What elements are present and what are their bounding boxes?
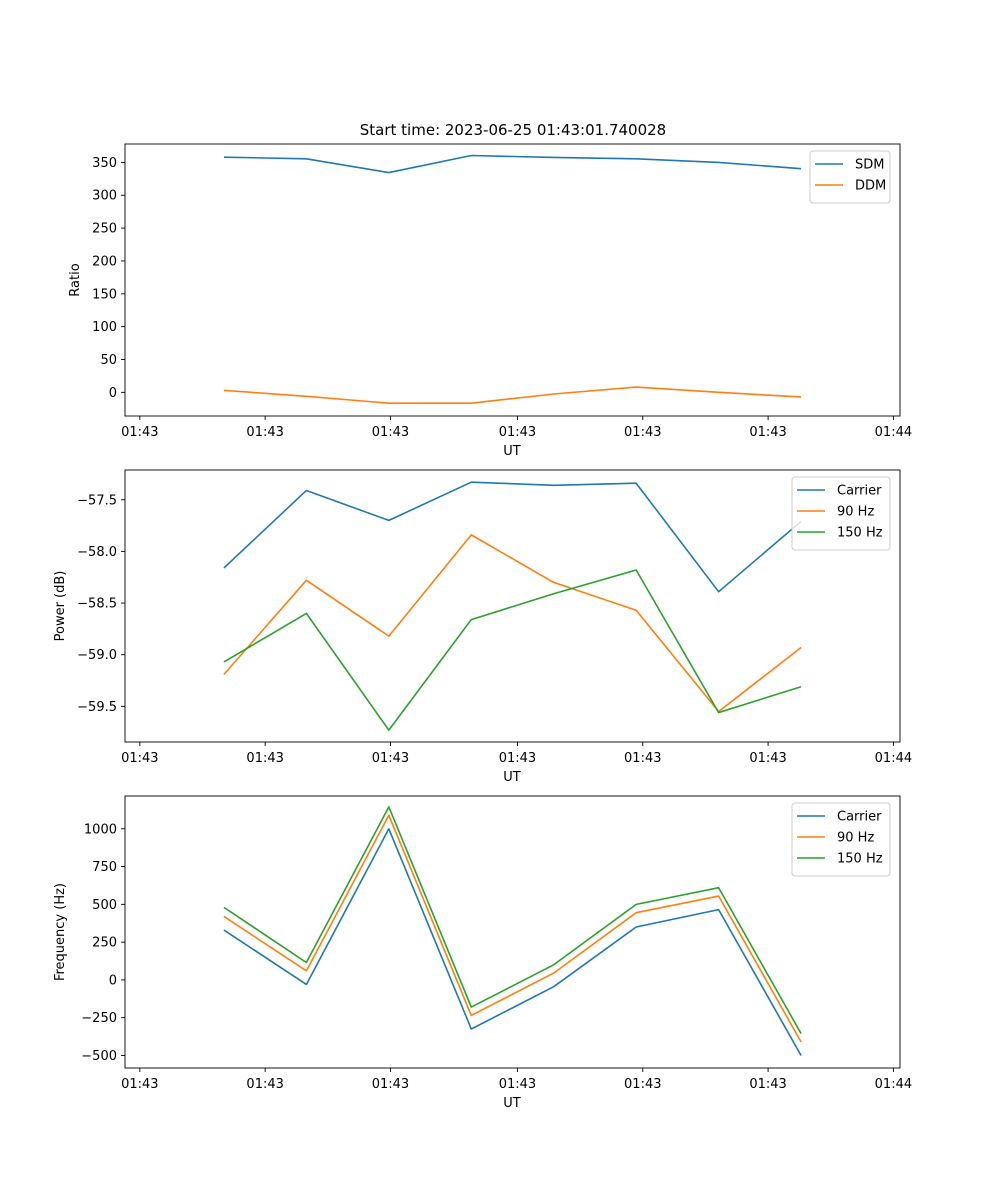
- chart1-xtick-label: 01:43: [624, 425, 661, 440]
- chart1-ytick-label: 350: [92, 156, 117, 171]
- chart3-ytick-label: 250: [92, 936, 117, 951]
- chart2-ylabel: Power (dB): [53, 571, 68, 642]
- chart3-xtick-label: 01:43: [499, 1077, 536, 1092]
- chart2-series-line-90-hz: [223, 534, 802, 713]
- chart2-series-line-carrier: [223, 481, 802, 593]
- chart1-ytick-label: 200: [92, 254, 117, 269]
- chart2-legend-label: 150 Hz: [837, 526, 883, 541]
- chart3-ytick-label: 750: [92, 860, 117, 875]
- chart3-xtick-label: 01:43: [372, 1077, 409, 1092]
- chart3-ytick-label: 0: [109, 973, 117, 988]
- chart1-series-line-ddm: [223, 386, 802, 404]
- chart3-ytick-label: −500: [81, 1049, 117, 1064]
- chart3-series-line-90-hz: [223, 814, 802, 1043]
- chart3-xtick-label: 01:43: [121, 1077, 158, 1092]
- chart3-xtick-label: 01:43: [624, 1077, 661, 1092]
- chart2-xtick-label: 01:43: [749, 751, 786, 766]
- chart1-ytick-label: 0: [109, 386, 117, 401]
- chart1-xlabel: UT: [503, 444, 521, 459]
- chart3-ytick-label: 1000: [84, 822, 117, 837]
- chart3-series-line-carrier: [223, 827, 802, 1056]
- chart1-axes-frame: [124, 143, 901, 417]
- chart2-ytick-label: −58.5: [77, 597, 117, 612]
- chart2-panel: −59.5 −59.0 −58.5 −58.0 −57.5 01:43 01:43 01:43…: [53, 469, 912, 785]
- chart2-series-line-150-hz: [223, 569, 802, 731]
- chart1-xtick-label: 01:43: [246, 425, 283, 440]
- chart2-ytick-label: −59.0: [77, 648, 117, 663]
- chart2-ytick-label: −59.5: [77, 700, 117, 715]
- chart1-xtick-label: 01:43: [499, 425, 536, 440]
- chart2-ytick-label: −57.5: [77, 493, 117, 508]
- chart2-legend-label: 90 Hz: [837, 505, 874, 520]
- chart3-ytick-label: −250: [81, 1011, 117, 1026]
- chart3-axes-frame: [124, 795, 901, 1069]
- chart3-xtick-label: 01:43: [246, 1077, 283, 1092]
- chart2-xtick-label: 01:43: [372, 751, 409, 766]
- chart3-legend-label: Carrier: [837, 810, 882, 825]
- chart1-panel: 0 50 100 150 200 250 300 350 01:43 01:43 01:43 01:4…: [68, 143, 912, 459]
- chart2-xtick-label: 01:43: [499, 751, 536, 766]
- chart2-xtick-label: 01:44: [875, 751, 912, 766]
- chart1-series-line-sdm: [223, 154, 802, 174]
- chart2-xtick-label: 01:43: [624, 751, 661, 766]
- chart1-ytick-label: 150: [92, 287, 117, 302]
- chart3-ytick-label: 500: [92, 898, 117, 913]
- chart1-ylabel: Ratio: [68, 263, 83, 296]
- chart1-ytick-label: 50: [100, 353, 117, 368]
- chart1-xtick-label: 01:43: [749, 425, 786, 440]
- chart2-xtick-label: 01:43: [121, 751, 158, 766]
- chart2-legend-label: Carrier: [837, 484, 882, 499]
- chart3-xlabel: UT: [503, 1096, 521, 1111]
- chart3-xtick-label: 01:43: [749, 1077, 786, 1092]
- figure-title: Start time: 2023-06-25 01:43:01.740028: [360, 121, 666, 139]
- chart1-legend-label: SDM: [855, 158, 884, 173]
- chart3-xtick-label: 01:44: [875, 1077, 912, 1092]
- chart2-xlabel: UT: [503, 770, 521, 785]
- chart2-axes-frame: [124, 469, 901, 743]
- chart3-series-line-150-hz: [223, 806, 802, 1034]
- chart1-xtick-label: 01:43: [372, 425, 409, 440]
- chart1-ytick-label: 300: [92, 189, 117, 204]
- chart3-ylabel: Frequency (Hz): [53, 883, 68, 981]
- chart3-legend-label: 150 Hz: [837, 852, 883, 867]
- chart2-ytick-label: −58.0: [77, 545, 117, 560]
- chart1-xtick-label: 01:44: [875, 425, 912, 440]
- chart2-xtick-label: 01:43: [246, 751, 283, 766]
- chart3-panel: −500 −250 0 250 500 750 1000 01:43 01:43 01:43 01:…: [53, 795, 912, 1111]
- chart3-legend-label: 90 Hz: [837, 831, 874, 846]
- chart1-xtick-label: 01:43: [121, 425, 158, 440]
- chart1-ytick-label: 250: [92, 222, 117, 237]
- chart1-ytick-label: 100: [92, 320, 117, 335]
- chart1-legend-label: DDM: [855, 179, 886, 194]
